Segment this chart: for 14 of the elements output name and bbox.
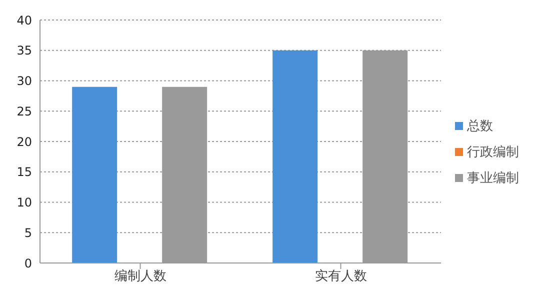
y-tick-label: 5 <box>24 226 32 240</box>
y-tick-label: 10 <box>16 196 32 210</box>
y-tick-label: 25 <box>16 104 32 118</box>
x-tick-label: 实有人数 <box>314 269 367 284</box>
y-tick-label: 35 <box>16 44 32 58</box>
y-tick-label: 15 <box>16 165 32 180</box>
y-tick-label: 30 <box>16 74 32 88</box>
x-tick-label: 编制人数 <box>114 269 166 284</box>
legend-label: 行政编制 <box>467 145 519 160</box>
legend-label: 总数 <box>467 119 493 134</box>
legend-label: 事业编制 <box>467 171 519 186</box>
y-tick-label: 40 <box>16 13 32 28</box>
y-tick-label: 20 <box>16 134 32 149</box>
y-tick-label: 0 <box>24 256 32 270</box>
